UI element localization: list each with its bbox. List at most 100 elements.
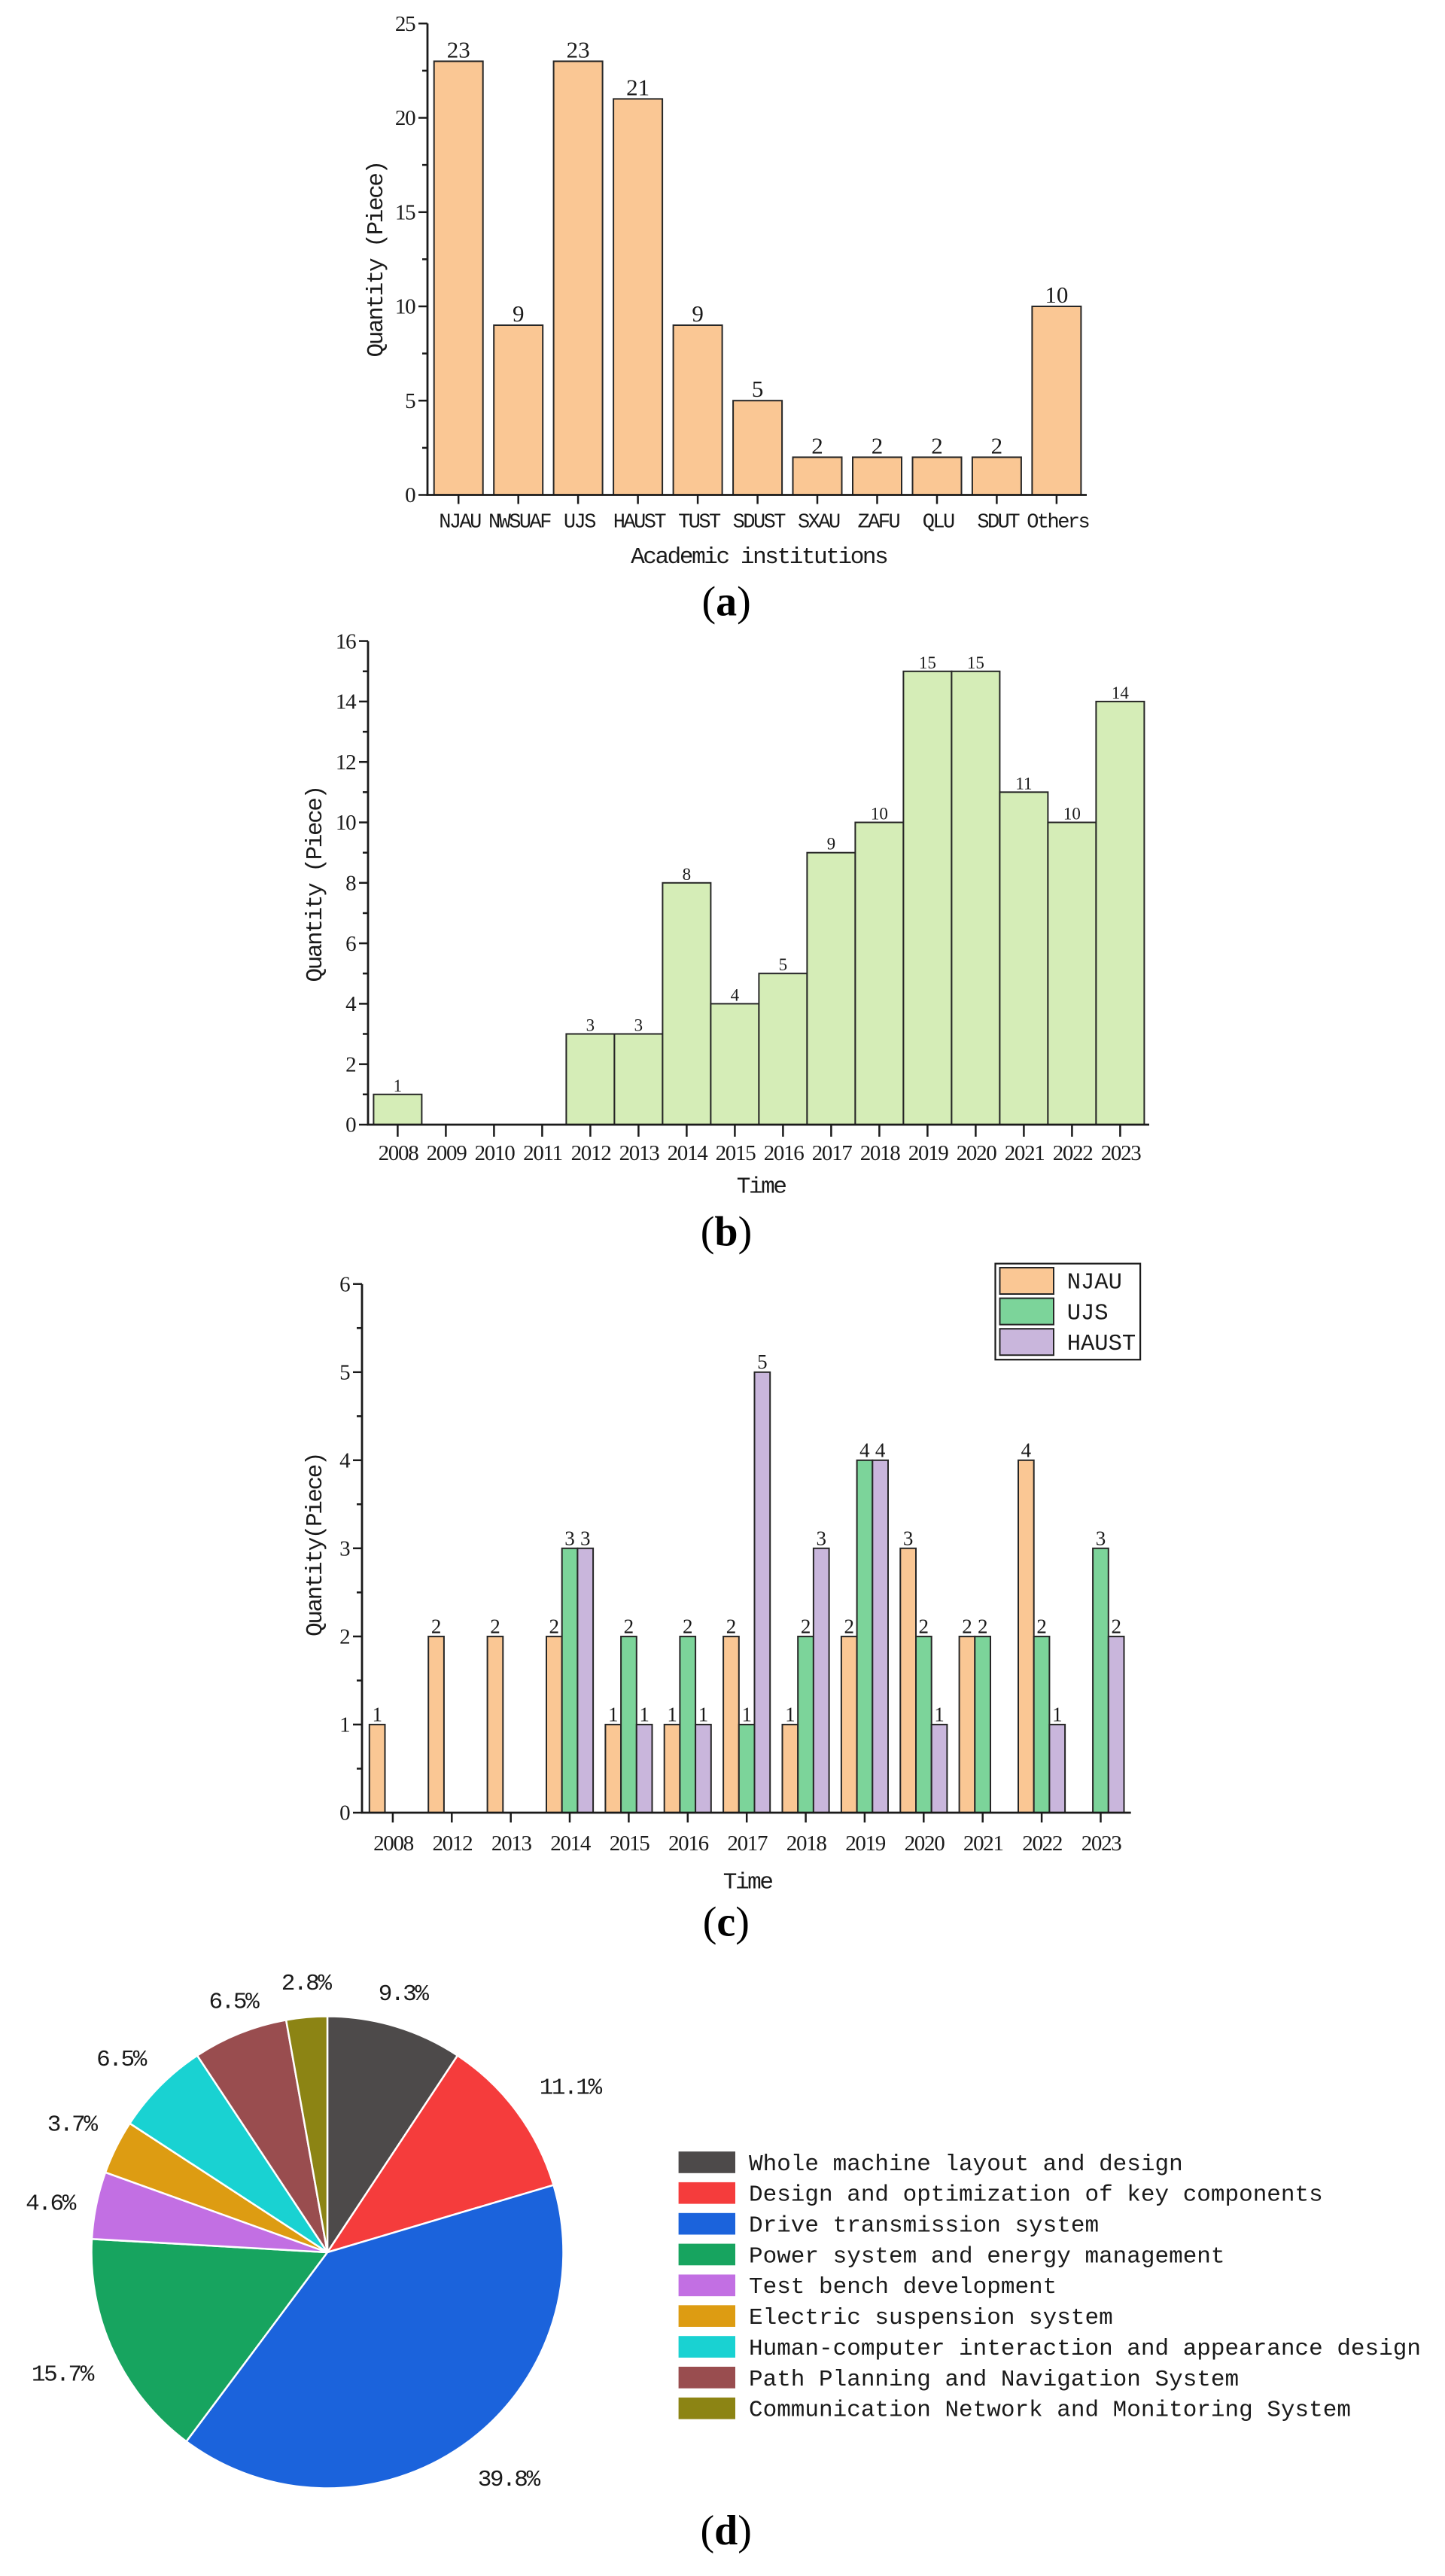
svg-text:4: 4: [345, 992, 357, 1016]
svg-text:2021: 2021: [963, 1832, 1003, 1856]
svg-text:Design and optimization of key: Design and optimization of key component…: [749, 2182, 1323, 2209]
svg-text:2: 2: [345, 1052, 355, 1076]
svg-text:SXAU: SXAU: [798, 512, 840, 534]
svg-text:5: 5: [405, 389, 415, 413]
svg-text:20: 20: [395, 106, 415, 130]
svg-text:2009: 2009: [427, 1141, 467, 1165]
svg-text:SDUST: SDUST: [733, 512, 786, 534]
svg-text:5: 5: [757, 1350, 768, 1373]
svg-text:9: 9: [827, 835, 836, 854]
svg-text:11.1%: 11.1%: [540, 2075, 603, 2102]
svg-text:Human-computer interaction and: Human-computer interaction and appearanc…: [749, 2336, 1421, 2362]
svg-text:6: 6: [339, 1272, 350, 1296]
svg-text:TUST: TUST: [678, 512, 721, 534]
svg-text:Academic institutions: Academic institutions: [631, 544, 887, 571]
svg-text:3: 3: [1096, 1527, 1106, 1549]
svg-text:2: 2: [683, 1615, 693, 1637]
svg-text:10: 10: [871, 805, 888, 824]
svg-text:10: 10: [1063, 805, 1081, 824]
svg-text:SDUT: SDUT: [977, 512, 1020, 534]
svg-text:4: 4: [339, 1449, 351, 1473]
svg-text:2008: 2008: [379, 1141, 419, 1165]
svg-text:Time: Time: [737, 1174, 786, 1201]
svg-text:1: 1: [608, 1703, 619, 1725]
svg-text:2015: 2015: [716, 1141, 756, 1165]
svg-text:16: 16: [336, 629, 356, 653]
svg-text:2012: 2012: [571, 1141, 611, 1165]
svg-text:Quantity(Piece): Quantity(Piece): [303, 1454, 329, 1637]
svg-text:2015: 2015: [610, 1832, 650, 1856]
svg-text:4: 4: [1021, 1439, 1032, 1461]
svg-text:2: 2: [1111, 1615, 1121, 1637]
svg-text:3: 3: [903, 1527, 914, 1549]
svg-text:2019: 2019: [908, 1141, 949, 1165]
svg-text:15: 15: [395, 200, 415, 224]
svg-text:3: 3: [564, 1527, 575, 1549]
svg-text:(b): (b): [701, 1208, 752, 1255]
svg-text:15.7%: 15.7%: [32, 2362, 95, 2389]
svg-text:6.5%: 6.5%: [96, 2047, 148, 2073]
svg-text:2.8%: 2.8%: [281, 1971, 333, 1997]
svg-text:(c): (c): [703, 1899, 750, 1946]
svg-text:2: 2: [931, 432, 943, 458]
svg-text:HAUST: HAUST: [1067, 1332, 1136, 1357]
svg-text:Whole machine layout and desig: Whole machine layout and design: [749, 2151, 1183, 2178]
svg-text:UJS: UJS: [564, 512, 595, 534]
svg-text:2: 2: [844, 1615, 854, 1637]
svg-text:21: 21: [626, 74, 649, 100]
svg-text:2020: 2020: [957, 1141, 997, 1165]
svg-text:0: 0: [339, 1801, 350, 1825]
svg-text:2011: 2011: [523, 1141, 562, 1165]
svg-text:2012: 2012: [432, 1832, 472, 1856]
svg-text:14: 14: [1112, 684, 1130, 702]
svg-text:Drive transmission system: Drive transmission system: [749, 2213, 1099, 2240]
svg-text:UJS: UJS: [1067, 1301, 1109, 1326]
svg-text:15: 15: [967, 653, 984, 672]
svg-text:(d): (d): [700, 2507, 751, 2554]
svg-text:11: 11: [1015, 774, 1032, 793]
svg-text:HAUST: HAUST: [613, 512, 667, 534]
svg-text:1: 1: [372, 1703, 382, 1725]
svg-text:14: 14: [336, 690, 357, 714]
svg-text:2017: 2017: [812, 1141, 853, 1165]
svg-text:ZAFU: ZAFU: [857, 512, 899, 534]
svg-text:NJAU: NJAU: [1067, 1271, 1122, 1296]
svg-text:2: 2: [811, 432, 823, 458]
svg-text:3: 3: [580, 1527, 591, 1549]
svg-text:2: 2: [726, 1615, 737, 1637]
svg-text:2: 2: [490, 1615, 500, 1637]
svg-text:2: 2: [339, 1625, 349, 1649]
svg-text:2014: 2014: [550, 1832, 592, 1856]
svg-text:3: 3: [817, 1527, 827, 1549]
svg-text:5: 5: [779, 955, 788, 974]
svg-text:Others: Others: [1027, 512, 1088, 534]
svg-text:2023: 2023: [1101, 1141, 1142, 1165]
svg-text:1: 1: [667, 1703, 677, 1725]
svg-text:2: 2: [991, 432, 1003, 458]
svg-text:2017: 2017: [727, 1832, 768, 1856]
svg-text:2013: 2013: [619, 1141, 660, 1165]
svg-text:2: 2: [919, 1615, 929, 1637]
svg-text:Quantity (Piece): Quantity (Piece): [303, 787, 329, 982]
svg-text:4: 4: [859, 1439, 870, 1461]
svg-text:Communication Network and Moni: Communication Network and Monitoring Sys…: [749, 2398, 1351, 2424]
svg-text:8: 8: [683, 865, 692, 884]
svg-text:23: 23: [447, 36, 470, 62]
svg-text:3: 3: [586, 1016, 595, 1035]
svg-text:2013: 2013: [491, 1832, 532, 1856]
svg-text:1: 1: [698, 1703, 709, 1725]
svg-text:8: 8: [345, 872, 356, 896]
svg-text:Test bench development: Test bench development: [749, 2274, 1057, 2300]
svg-text:3: 3: [339, 1537, 350, 1561]
svg-text:2018: 2018: [786, 1832, 827, 1856]
svg-text:2: 2: [624, 1615, 634, 1637]
svg-text:2019: 2019: [845, 1832, 886, 1856]
svg-text:5: 5: [752, 376, 764, 402]
svg-text:10: 10: [336, 811, 356, 835]
svg-text:2018: 2018: [860, 1141, 901, 1165]
svg-text:12: 12: [336, 751, 355, 775]
svg-text:NWSUAF: NWSUAF: [488, 512, 551, 534]
svg-text:2: 2: [431, 1615, 442, 1637]
svg-text:Time: Time: [723, 1870, 773, 1896]
svg-text:6.5%: 6.5%: [208, 1990, 260, 2016]
